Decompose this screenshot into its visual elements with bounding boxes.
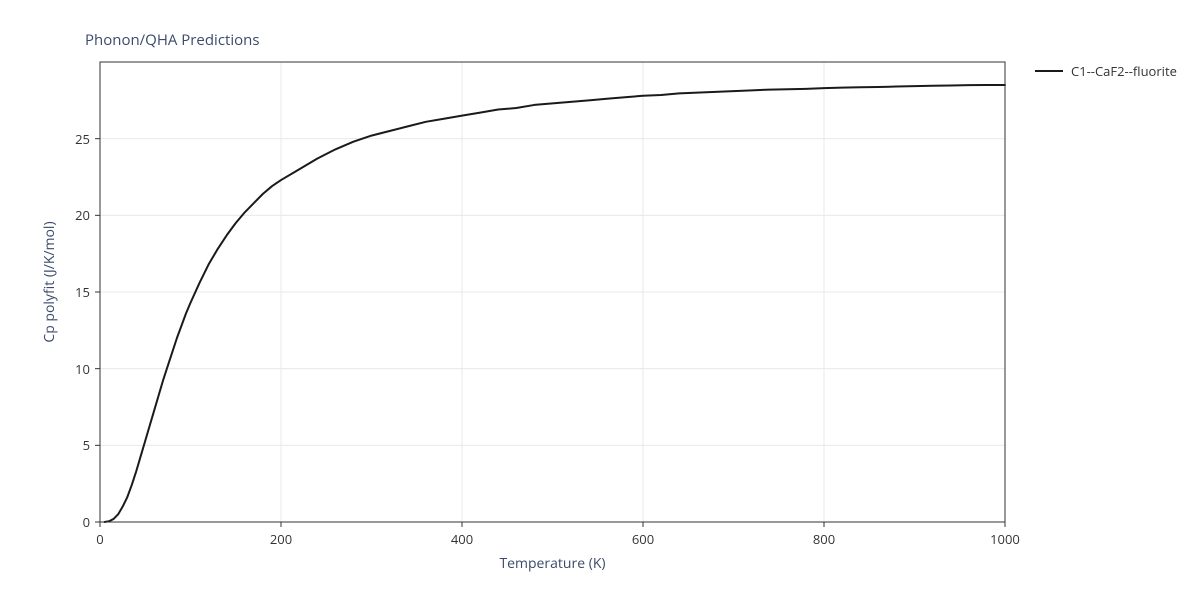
- legend-label: C1--CaF2--fluorite: [1071, 62, 1177, 80]
- y-axis-label: Cp polyfit (J/K/mol): [40, 202, 59, 362]
- y-tick-label: 25: [60, 130, 90, 148]
- x-tick-label: 800: [809, 530, 839, 548]
- chart-svg: [0, 0, 1200, 600]
- y-tick-label: 15: [60, 283, 90, 301]
- x-axis-label: Temperature (K): [493, 554, 613, 573]
- y-tick-label: 5: [60, 436, 90, 454]
- legend: C1--CaF2--fluorite: [1035, 62, 1177, 80]
- y-tick-label: 10: [60, 360, 90, 378]
- y-tick-label: 0: [60, 513, 90, 531]
- x-tick-label: 600: [628, 530, 658, 548]
- x-tick-label: 400: [447, 530, 477, 548]
- x-tick-label: 200: [266, 530, 296, 548]
- x-tick-label: 0: [85, 530, 115, 548]
- page-title: Phonon/QHA Predictions: [85, 30, 260, 50]
- x-tick-label: 1000: [990, 530, 1020, 548]
- legend-swatch: [1035, 70, 1063, 72]
- y-tick-label: 20: [60, 206, 90, 224]
